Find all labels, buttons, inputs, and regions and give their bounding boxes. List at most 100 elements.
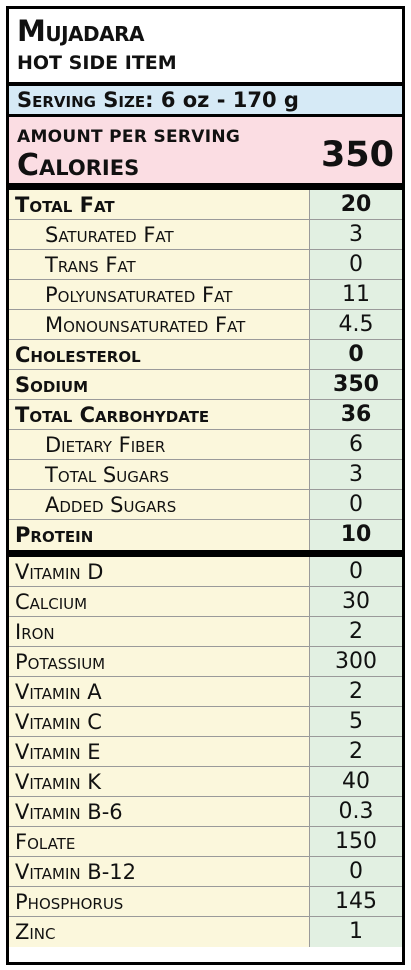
micronutrient-value-cell: 40 [309,767,402,796]
micronutrient-value: 2 [349,739,363,764]
nutrition-label: Mujadara HOT SIDE ITEM Serving Size: 6 o… [6,6,405,965]
nutrient-row: Total Sugars 3 [9,460,402,490]
amount-per-serving-label: AMOUNT PER SERVING [17,127,241,147]
nutrient-row: Saturated Fat 3 [9,220,402,250]
nutrient-row: Cholesterol 0 [9,340,402,370]
nutrient-name: Total Sugars [45,463,170,487]
product-title: Mujadara [17,14,144,48]
nutrient-value: 6 [349,432,363,457]
micronutrient-value: 0.3 [338,799,374,824]
micronutrient-row: Iron 2 [9,617,402,647]
micronutrient-value: 2 [349,679,363,704]
nutrient-value-cell: 0 [309,490,402,519]
nutrient-row: Total Carbohydate 36 [9,400,402,430]
micronutrient-name: Iron [15,620,55,644]
micronutrient-name: Vitamin A [15,680,102,704]
nutrient-row: Sodium 350 [9,370,402,400]
micronutrient-name: Folate [15,830,76,854]
nutrient-name: Saturated Fat [45,223,174,247]
micronutrient-name: Vitamin E [15,740,101,764]
nutrient-name: Protein [15,523,94,547]
micronutrient-value: 30 [342,589,370,614]
micronutrient-value-cell: 300 [309,647,402,676]
nutrient-value: 20 [340,192,372,217]
micronutrient-value: 40 [342,769,370,794]
nutrient-value-cell: 3 [309,460,402,489]
micronutrient-row: Zinc 1 [9,917,402,947]
nutrient-value: 4.5 [338,312,374,337]
nutrient-name: Total Fat [15,193,115,217]
nutrient-value: 350 [333,372,379,397]
nutrient-value-cell: 4.5 [309,310,402,339]
micronutrient-row: Potassium 300 [9,647,402,677]
nutrient-value: 3 [349,222,363,247]
micronutrient-row: Phosphorus 145 [9,887,402,917]
micronutrient-row: Folate 150 [9,827,402,857]
micronutrient-value: 0 [349,859,363,884]
product-subtitle: HOT SIDE ITEM [17,52,177,74]
nutrient-value-cell: 3 [309,220,402,249]
micronutrient-row: Vitamin D 0 [9,557,402,587]
micronutrient-name: Vitamin B-12 [15,860,137,884]
nutrient-value-cell: 350 [309,370,402,399]
nutrient-row: Protein 10 [9,520,402,550]
nutrient-value-cell: 0 [309,340,402,369]
micronutrient-row: Vitamin E 2 [9,737,402,767]
calories-value: 350 [320,135,394,175]
micronutrient-value: 1 [349,919,363,944]
micronutrient-row: Vitamin B-12 0 [9,857,402,887]
nutrient-name: Sodium [15,373,89,397]
micronutrient-name: Vitamin D [15,560,104,584]
nutrient-name: Trans Fat [45,253,136,277]
micronutrient-row: Calcium 30 [9,587,402,617]
nutrient-value: 3 [349,462,363,487]
micronutrient-name: Potassium [15,650,106,674]
micronutrient-row: Vitamin B-6 0.3 [9,797,402,827]
micronutrient-row: Vitamin A 2 [9,677,402,707]
micronutrients-section: Vitamin D 0 Calcium 30 Iron 2 Potassium 300 Vita… [9,557,402,947]
thick-divider-top [9,183,402,190]
nutrient-value: 10 [340,522,372,547]
nutrient-name: Total Carbohydate [15,403,210,427]
nutrient-value: 0 [349,252,363,277]
micronutrient-name: Vitamin B-6 [15,800,123,824]
micronutrient-value: 2 [349,619,363,644]
serving-size-label: Serving Size: [17,88,154,112]
nutrient-row: Monounsaturated Fat 4.5 [9,310,402,340]
micronutrient-value: 150 [335,829,377,854]
micronutrient-value-cell: 2 [309,737,402,766]
micronutrient-value: 0 [349,559,363,584]
micronutrient-value-cell: 1 [309,917,402,947]
serving-size-grams: 170 g [232,88,299,112]
nutrient-name: Cholesterol [15,343,141,367]
nutrient-value-cell: 11 [309,280,402,309]
micronutrient-name: Vitamin K [15,770,102,794]
micronutrient-name: Zinc [15,920,56,944]
nutrient-value: 0 [348,342,364,367]
serving-size-band: Serving Size: 6 oz - 170 g [9,82,402,117]
nutrient-row: Dietary Fiber 6 [9,430,402,460]
nutrient-row: Trans Fat 0 [9,250,402,280]
serving-size-amount: 6 oz [160,88,210,112]
nutrient-name: Monounsaturated Fat [45,313,246,337]
micronutrient-name: Phosphorus [15,890,124,914]
nutrient-name: Polyunsaturated Fat [45,283,233,307]
micronutrient-row: Vitamin C 5 [9,707,402,737]
micronutrient-value: 145 [335,889,377,914]
serving-size-separator: - [216,88,226,112]
micronutrient-value-cell: 2 [309,617,402,646]
nutrient-value: 0 [349,492,363,517]
nutrient-name: Added Sugars [45,493,177,517]
micronutrient-value-cell: 5 [309,707,402,736]
micronutrient-value-cell: 150 [309,827,402,856]
nutrient-row: Total Fat 20 [9,190,402,220]
nutrient-row: Polyunsaturated Fat 11 [9,280,402,310]
calories-label: Calories [17,148,140,183]
nutrient-value-cell: 6 [309,430,402,459]
nutrient-value: 36 [340,402,372,427]
micronutrient-value-cell: 0 [309,857,402,886]
nutrient-value-cell: 0 [309,250,402,279]
micronutrient-value: 5 [349,709,363,734]
nutrient-name: Dietary Fiber [45,433,166,457]
nutrient-value: 11 [342,282,370,307]
